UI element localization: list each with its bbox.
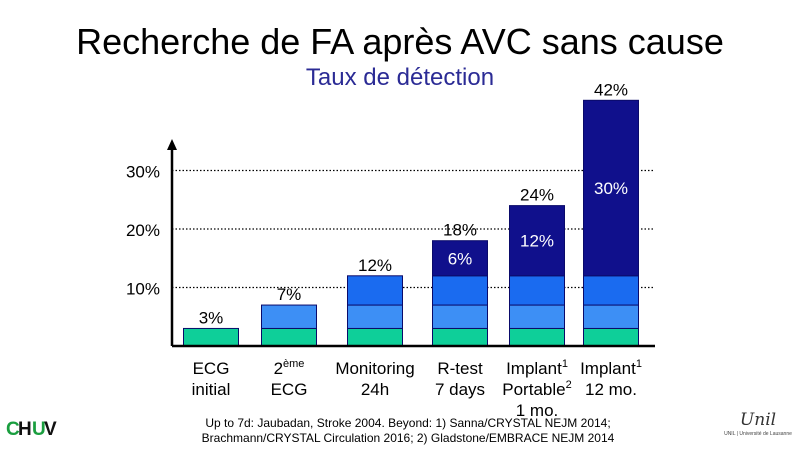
bar-total-label: 7%: [277, 285, 302, 304]
x-category-label: ECG: [193, 359, 230, 378]
x-category-label: 7 days: [435, 380, 485, 399]
footnote: Up to 7d: Jaubadan, Stroke 2004. Beyond:…: [168, 416, 648, 446]
bar-segment: [509, 327, 565, 347]
bar-segment: [261, 304, 317, 329]
bar-total-label: 18%: [443, 221, 477, 240]
x-category-label: Monitoring: [335, 359, 414, 378]
x-category-label: Implant1: [580, 358, 642, 378]
bar-total-label: 42%: [594, 80, 628, 99]
chuv-logo-letter: U: [32, 419, 46, 440]
x-category-label: 1 mo.: [516, 401, 559, 420]
unil-logo-caption: UNIL | Université de Lausanne: [724, 431, 792, 437]
y-tick-label: 10%: [126, 280, 160, 299]
bar-segment: [183, 327, 239, 347]
x-category-label: 24h: [361, 380, 389, 399]
bar-segment: [583, 327, 639, 347]
x-category-label: Portable2: [502, 379, 571, 399]
bar-segment: [432, 275, 488, 306]
x-category-label: 12 mo.: [585, 380, 637, 399]
footnote-line-2: Brachmann/CRYSTAL Circulation 2016; 2) G…: [201, 431, 615, 445]
x-category-label: Implant1: [506, 358, 568, 378]
bar-segment: [509, 304, 565, 329]
bar-segment: [432, 304, 488, 329]
bar-segment: [432, 240, 488, 277]
unil-logo-mark: Unil: [739, 410, 777, 430]
bar-total-label: 12%: [358, 256, 392, 275]
bar-segment: [583, 275, 639, 306]
bar-total-label: 24%: [520, 186, 554, 205]
bar-total-label: 3%: [199, 308, 224, 327]
segment-label: 30%: [594, 179, 628, 198]
x-category-label: ECG: [271, 380, 308, 399]
unil-logo: Unil UNIL | Université de Lausanne: [722, 410, 794, 446]
y-tick-label: 20%: [126, 221, 160, 240]
footnote-line-1: Up to 7d: Jaubadan, Stroke 2004. Beyond:…: [205, 416, 611, 430]
bar-segment: [509, 275, 565, 306]
chuv-logo-letter: C: [6, 419, 20, 440]
bar-segment: [347, 327, 403, 347]
segment-label: 12%: [520, 232, 554, 251]
bar-segment: [583, 304, 639, 329]
bar-segment: [509, 205, 565, 277]
bar-segment: [347, 304, 403, 329]
x-category-label: initial: [192, 380, 231, 399]
bar-segment: [432, 327, 488, 347]
x-category-label: R-test: [437, 359, 483, 378]
bar-segment: [347, 275, 403, 306]
slide-title: Recherche de FA après AVC sans cause: [76, 21, 724, 62]
segment-label: 6%: [448, 249, 473, 268]
bar-segment: [583, 99, 639, 277]
x-category-label: 2ème: [274, 358, 305, 378]
slide-subtitle: Taux de détection: [305, 64, 495, 91]
y-tick-label: 30%: [126, 163, 160, 182]
y-axis-arrow: [167, 139, 177, 150]
chuv-logo-letter: H: [18, 419, 32, 440]
bar-segment: [261, 327, 317, 347]
chuv-logo-letter: V: [44, 419, 57, 440]
